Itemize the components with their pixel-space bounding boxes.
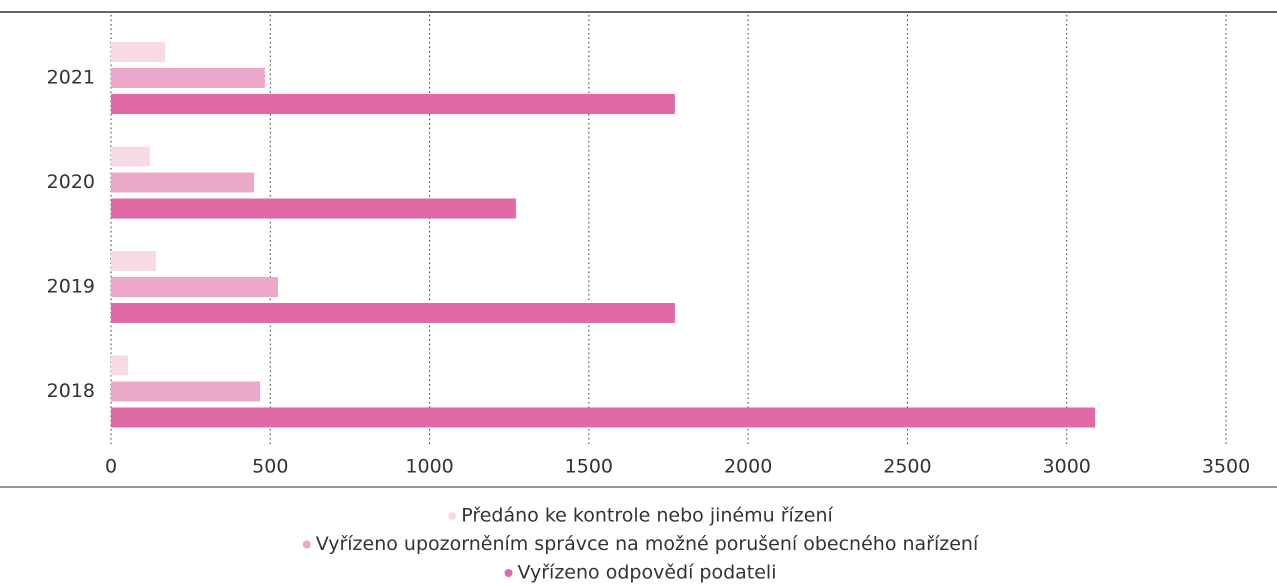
bar <box>111 381 261 402</box>
x-tick-label: 0 <box>105 456 117 478</box>
bar <box>111 303 675 323</box>
bar <box>111 172 255 193</box>
x-tick-label: 500 <box>252 456 288 478</box>
legend-label: Předáno ke kontrole nebo jinému řízení <box>461 505 833 527</box>
y-tick-label: 2018 <box>47 380 95 402</box>
bar <box>111 277 278 297</box>
bar <box>111 251 156 271</box>
bar <box>111 355 128 376</box>
y-tick-label: 2021 <box>47 67 95 89</box>
legend-marker <box>302 540 311 549</box>
bar <box>111 68 265 88</box>
bar <box>111 42 166 62</box>
x-tick-label: 1500 <box>565 456 613 478</box>
legend-marker <box>504 569 513 577</box>
x-tick-label: 3500 <box>1202 456 1250 478</box>
legend-label: Vyřízeno odpovědí podateli <box>518 562 777 584</box>
bar <box>111 146 150 167</box>
bar <box>111 94 675 114</box>
bar <box>111 407 1096 428</box>
y-tick-label: 2020 <box>47 171 95 193</box>
x-tick-label: 2000 <box>724 456 772 478</box>
bar <box>111 198 516 219</box>
x-tick-label: 3000 <box>1043 456 1091 478</box>
legend-marker <box>448 512 457 520</box>
x-tick-label: 1000 <box>405 456 453 478</box>
y-tick-label: 2019 <box>47 276 95 298</box>
x-tick-label: 2500 <box>883 456 931 478</box>
legend-label: Vyřízeno upozorněním správce na možné po… <box>316 533 979 555</box>
